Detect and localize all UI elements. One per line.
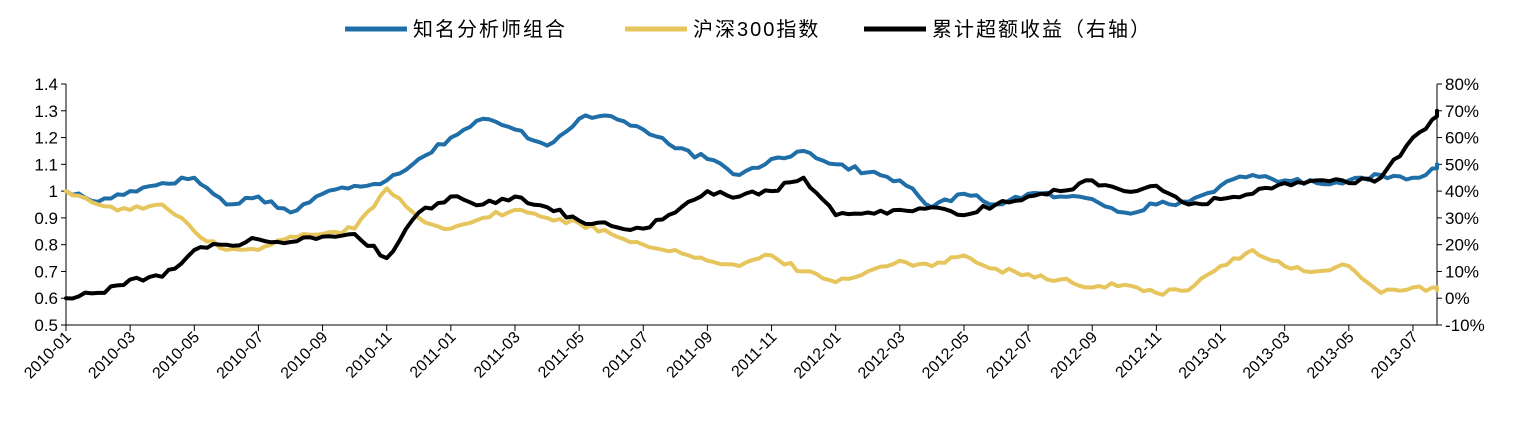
x-tick-label: 2010-07: [214, 329, 268, 383]
x-tick-label: 2013-01: [1176, 329, 1230, 383]
x-tick-label: 2013-03: [1240, 329, 1294, 383]
x-tick-label: 2011-11: [729, 329, 781, 381]
right-tick-label: 50%: [1445, 155, 1479, 174]
x-tick-label: 2011-07: [599, 329, 652, 382]
x-tick-label: 2010-03: [85, 329, 139, 383]
x-tick-label: 2011-05: [535, 329, 588, 382]
left-tick-label: 1.2: [34, 129, 58, 148]
x-tick-label: 2011-09: [664, 329, 717, 382]
left-tick-label: 1.4: [34, 75, 58, 94]
axes: 0.5 0.6 0.7 0.8 0.9 1 1.1 1.2 1.3 1.4 -10% 0% 10% 20%…: [21, 75, 1484, 382]
legend: 知名分析师组合 沪深300指数 累计超额收益（右轴）: [345, 18, 1152, 41]
x-tick-label: 2013-05: [1304, 329, 1358, 383]
series-lines: [64, 108, 1439, 301]
x-tick-label: 2012-03: [855, 329, 909, 383]
analyst-portfolio-legend-label: 知名分析师组合: [413, 18, 567, 41]
right-tick-label: -10%: [1445, 316, 1485, 335]
x-tick-label: 2010-09: [278, 329, 332, 383]
x-tick-label: 2012-01: [791, 329, 845, 383]
excess-return-legend-label: 累计超额收益（右轴）: [932, 18, 1152, 41]
csi300-legend-label: 沪深300指数: [693, 18, 820, 41]
x-tick-label: 2010-01: [21, 329, 75, 383]
x-tick-label: 2010-11: [343, 329, 396, 382]
analyst-portfolio-line: [64, 113, 1439, 216]
x-tick-label: 2012-11: [1113, 329, 1166, 382]
x-tick-label: 2011-01: [407, 329, 460, 382]
right-tick-label: 70%: [1445, 102, 1479, 121]
x-tick-label: 2012-09: [1048, 329, 1102, 383]
x-tick-label: 2012-05: [919, 329, 973, 383]
left-tick-label: 1.3: [34, 102, 58, 121]
x-tick-label: 2011-03: [471, 329, 524, 382]
left-tick-label: 0.7: [34, 262, 58, 281]
right-tick-label: 60%: [1445, 129, 1479, 148]
right-tick-label: 30%: [1445, 209, 1479, 228]
csi300-line: [64, 186, 1439, 297]
right-tick-label: 20%: [1445, 236, 1479, 255]
left-tick-label: 0.5: [34, 316, 58, 335]
right-tick-label: 40%: [1445, 182, 1479, 201]
right-tick-label: 10%: [1445, 262, 1479, 281]
x-tick-label: 2012-07: [983, 329, 1037, 383]
right-tick-label: 0%: [1445, 289, 1470, 308]
left-tick-label: 0.8: [34, 236, 58, 255]
left-tick-label: 1.1: [34, 155, 58, 174]
left-tick-label: 0.9: [34, 209, 58, 228]
left-tick-label: 0.6: [34, 289, 58, 308]
excess-return-line: [64, 108, 1439, 301]
x-tick-label: 2010-05: [150, 329, 204, 383]
x-tick-label: 2013-07: [1368, 329, 1422, 383]
right-tick-label: 80%: [1445, 75, 1479, 94]
left-tick-label: 1: [49, 182, 58, 201]
